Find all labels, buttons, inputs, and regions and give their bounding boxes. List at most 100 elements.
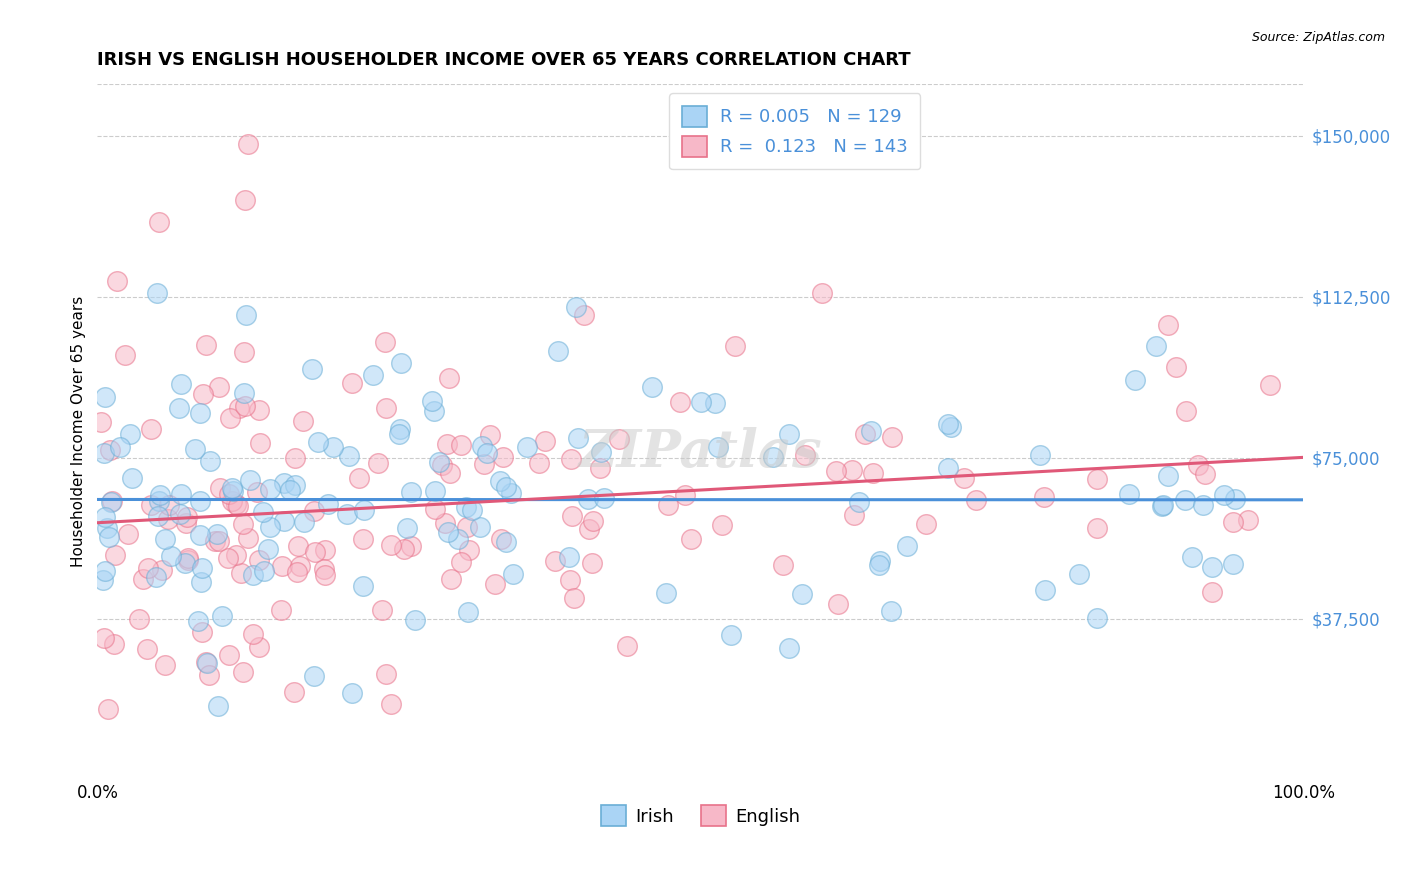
Point: [208, 481, 231, 495]
Point: [616, 639, 638, 653]
Point: [90, 415, 112, 429]
Point: [841, 463, 863, 477]
Point: [108, 440, 131, 454]
Point: [259, 482, 281, 496]
Point: [273, 514, 295, 528]
Point: [1212, 488, 1234, 502]
Point: [150, 563, 173, 577]
Point: [204, 533, 226, 548]
Point: [772, 558, 794, 572]
Point: [170, 487, 193, 501]
Point: [1201, 584, 1223, 599]
Point: [316, 497, 339, 511]
Point: [302, 669, 325, 683]
Point: [114, 348, 136, 362]
Point: [562, 591, 585, 605]
Point: [641, 379, 664, 393]
Point: [440, 572, 463, 586]
Point: [132, 573, 155, 587]
Point: [233, 386, 256, 401]
Point: [218, 410, 240, 425]
Point: [1222, 557, 1244, 571]
Point: [558, 550, 581, 565]
Point: [1085, 611, 1108, 625]
Point: [392, 541, 415, 556]
Point: [404, 613, 426, 627]
Point: [301, 362, 323, 376]
Point: [314, 543, 336, 558]
Point: [236, 137, 259, 152]
Point: [1085, 472, 1108, 486]
Point: [779, 641, 801, 656]
Point: [581, 557, 603, 571]
Point: [288, 558, 311, 573]
Point: [93, 631, 115, 645]
Point: [576, 492, 599, 507]
Point: [1085, 521, 1108, 535]
Point: [174, 516, 197, 530]
Point: [100, 495, 122, 509]
Point: [495, 480, 517, 494]
Point: [1258, 378, 1281, 392]
Point: [446, 532, 468, 546]
Point: [208, 380, 231, 394]
Point: [117, 526, 139, 541]
Point: [689, 395, 711, 409]
Point: [1236, 513, 1258, 527]
Point: [1144, 338, 1167, 352]
Text: Source: ZipAtlas.com: Source: ZipAtlas.com: [1251, 31, 1385, 45]
Point: [374, 667, 396, 681]
Point: [454, 500, 477, 515]
Point: [543, 554, 565, 568]
Point: [391, 356, 413, 370]
Point: [249, 436, 271, 450]
Point: [468, 520, 491, 534]
Point: [681, 532, 703, 546]
Point: [353, 503, 375, 517]
Point: [868, 558, 890, 572]
Point: [191, 624, 214, 639]
Point: [294, 515, 316, 529]
Point: [371, 603, 394, 617]
Point: [499, 486, 522, 500]
Point: [495, 535, 517, 549]
Point: [1187, 458, 1209, 472]
Point: [153, 658, 176, 673]
Point: [352, 532, 374, 546]
Point: [283, 684, 305, 698]
Point: [724, 339, 747, 353]
Point: [1222, 515, 1244, 529]
Point: [188, 494, 211, 508]
Point: [380, 697, 402, 711]
Point: [139, 498, 162, 512]
Point: [198, 454, 221, 468]
Point: [352, 579, 374, 593]
Point: [187, 614, 209, 628]
Y-axis label: Householder Income Over 65 years: Householder Income Over 65 years: [72, 296, 86, 567]
Point: [707, 440, 730, 454]
Point: [547, 343, 569, 358]
Point: [423, 484, 446, 499]
Point: [128, 612, 150, 626]
Point: [427, 455, 450, 469]
Point: [762, 450, 785, 464]
Point: [278, 483, 301, 498]
Point: [1152, 498, 1174, 512]
Point: [578, 522, 600, 536]
Point: [436, 437, 458, 451]
Point: [703, 395, 725, 409]
Point: [488, 475, 510, 489]
Point: [149, 488, 172, 502]
Point: [322, 440, 344, 454]
Point: [657, 498, 679, 512]
Point: [479, 428, 502, 442]
Point: [484, 577, 506, 591]
Point: [139, 422, 162, 436]
Point: [869, 553, 891, 567]
Point: [1174, 492, 1197, 507]
Point: [1033, 583, 1056, 598]
Point: [94, 510, 117, 524]
Point: [169, 507, 191, 521]
Point: [191, 561, 214, 575]
Point: [458, 543, 481, 558]
